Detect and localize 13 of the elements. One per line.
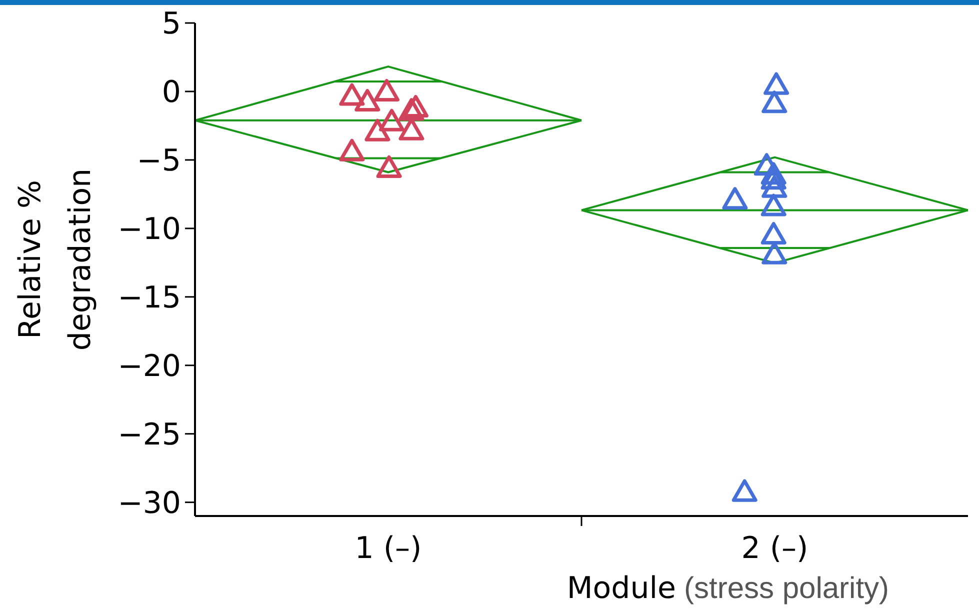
y-tick-label: 0 [162,74,181,110]
y-tick-label: −20 [118,348,181,384]
y-tick-label: −30 [118,486,181,521]
x-tick-label: 2 (–) [741,531,808,566]
y-tick-label: −5 [136,143,181,178]
x-axis-title: Module [566,571,676,606]
y-tick-label: 5 [162,6,181,42]
y-axis-title: Relative % degradation [13,168,98,351]
y-tick-label: −15 [118,280,181,316]
y-tick-label: −10 [118,212,181,247]
text: (stress polarity) [684,572,890,605]
y-tick-label: −25 [118,417,181,452]
x-tick-label: 1 (–) [354,531,422,566]
